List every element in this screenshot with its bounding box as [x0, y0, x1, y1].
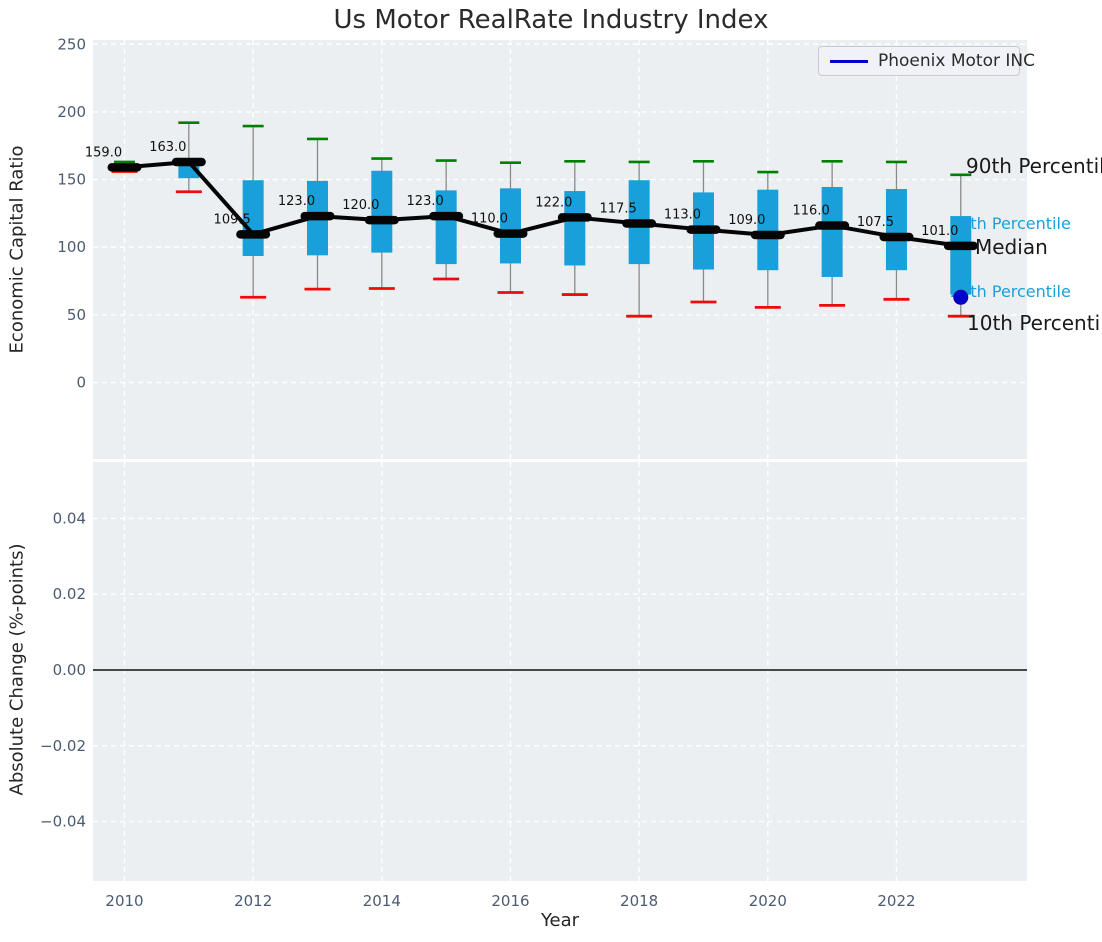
- median-label-2022: 107.5: [857, 215, 894, 230]
- median-marker-2021: [815, 221, 850, 230]
- median-marker-2023: [943, 241, 978, 251]
- median-label-2012: 109.5: [214, 212, 251, 227]
- annotation-10th-percentile: 10th Percentile: [967, 311, 1102, 335]
- median-marker-2022: [879, 232, 914, 242]
- bottom-y-axis-label: Absolute Change (%-points): [6, 543, 28, 796]
- median-label-2013: 123.0: [278, 194, 315, 209]
- xtick-label: 2020: [749, 892, 787, 910]
- median-marker-2013: [300, 211, 335, 221]
- top-ytick-label: 50: [67, 306, 86, 324]
- top-y-axis-label: Economic Capital Ratio: [6, 145, 28, 354]
- median-marker-2017: [557, 213, 592, 222]
- median-marker-2019: [686, 225, 721, 234]
- median-label-2015: 123.0: [407, 194, 444, 209]
- top-ytick-label: 0: [76, 374, 86, 392]
- median-label-2021: 116.0: [793, 204, 830, 219]
- bottom-ytick-label: 0.04: [53, 509, 86, 527]
- bottom-ytick-label: −0.04: [40, 813, 86, 831]
- box-2021: [821, 186, 843, 277]
- box-2023: [950, 216, 972, 295]
- median-marker-2020: [750, 230, 785, 240]
- median-marker-2018: [622, 219, 657, 228]
- median-label-2023: 101.0: [921, 224, 958, 239]
- top-ytick-label: 100: [57, 238, 86, 256]
- median-label-2020: 109.0: [728, 213, 765, 228]
- median-label-2014: 120.0: [342, 198, 379, 213]
- legend: Phoenix Motor INC: [818, 46, 1035, 76]
- median-marker-2012: [236, 230, 271, 239]
- median-marker-2015: [429, 211, 464, 221]
- box-2022: [885, 189, 907, 271]
- median-marker-2014: [364, 215, 399, 225]
- xtick-label: 2018: [620, 892, 658, 910]
- company-point: [953, 289, 969, 305]
- top-ytick-label: 250: [57, 35, 86, 53]
- chart-title: Us Motor RealRate Industry Index: [333, 5, 769, 35]
- x-axis-label: Year: [540, 910, 580, 931]
- median-label-2019: 113.0: [664, 208, 701, 223]
- box-2017: [564, 191, 586, 266]
- box-2020: [757, 189, 779, 271]
- legend-line-icon: [830, 59, 868, 63]
- xtick-label: 2016: [491, 892, 529, 910]
- xtick-label: 2022: [877, 892, 915, 910]
- annotation-90th-percentile: 90th Percentile: [966, 154, 1102, 178]
- median-label-2018: 117.5: [600, 202, 637, 217]
- median-label-2010: 159.0: [85, 145, 122, 160]
- bottom-plot-background: [93, 462, 1027, 881]
- bottom-ytick-label: 0.00: [53, 661, 86, 679]
- box-2015: [435, 190, 457, 265]
- bottom-ytick-label: 0.02: [53, 585, 86, 603]
- top-ytick-label: 200: [57, 103, 86, 121]
- median-marker-2010: [107, 163, 142, 172]
- top-ytick-label: 150: [57, 171, 86, 189]
- bottom-ytick-label: −0.02: [40, 737, 86, 755]
- annotation-75th-percentile: 75th Percentile: [950, 214, 1071, 233]
- annotation-25th-percentile: 25th Percentile: [950, 282, 1071, 301]
- box-2016: [499, 188, 521, 264]
- box-2014: [371, 170, 393, 253]
- median-label-2016: 110.0: [471, 212, 508, 227]
- median-marker-2016: [493, 229, 528, 238]
- xtick-label: 2012: [234, 892, 272, 910]
- annotation-median: Median: [975, 235, 1048, 259]
- xtick-label: 2010: [105, 892, 143, 910]
- median-marker-2011: [171, 157, 206, 167]
- legend-label: Phoenix Motor INC: [878, 51, 1035, 71]
- median-label-2011: 163.0: [149, 140, 186, 155]
- xtick-label: 2014: [363, 892, 401, 910]
- median-label-2017: 122.0: [535, 195, 572, 210]
